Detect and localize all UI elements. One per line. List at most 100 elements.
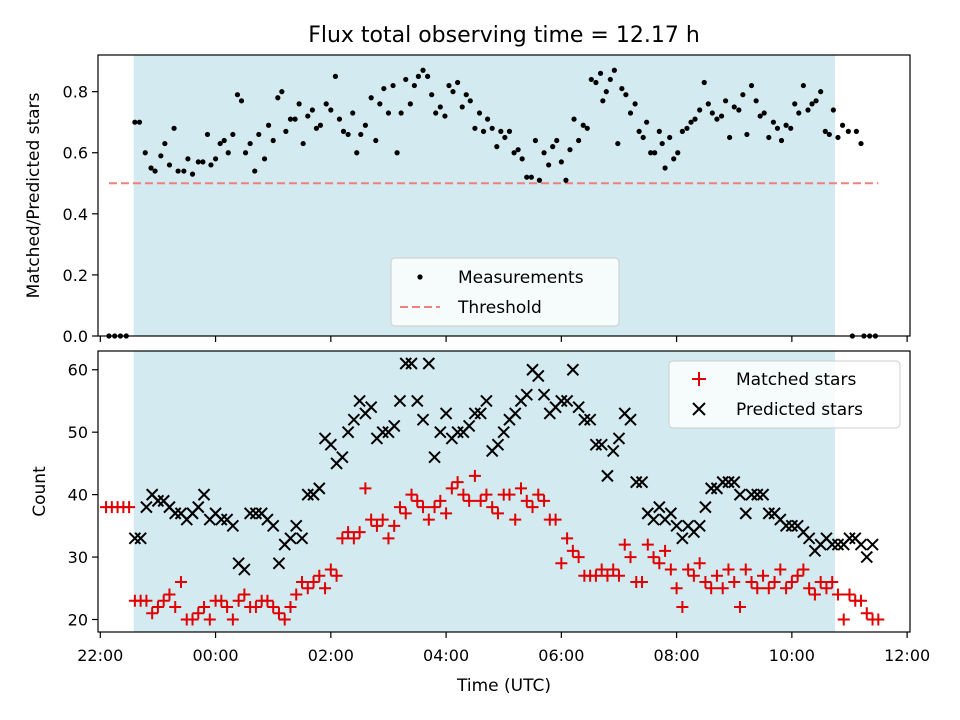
y-tick-label: 20 xyxy=(68,611,88,630)
x-tick-label: 22:00 xyxy=(77,646,123,665)
y-tick-label: 0.2 xyxy=(63,266,88,285)
measurement-point xyxy=(189,171,196,177)
matched-star-point xyxy=(486,501,499,514)
matched-star-point xyxy=(411,494,424,507)
matched-star-point xyxy=(509,513,522,526)
matched-star-point xyxy=(745,576,758,589)
measurement-point xyxy=(480,128,487,134)
ratio-legend: Measurements Threshold xyxy=(390,257,620,327)
measurement-point xyxy=(588,76,594,83)
measurement-point xyxy=(659,140,665,147)
matched-star-point xyxy=(676,601,689,614)
matched-star-point xyxy=(768,576,781,589)
measurement-point xyxy=(377,101,383,107)
measurement-point xyxy=(636,128,642,134)
measurement-point xyxy=(450,89,456,95)
measurement-point xyxy=(381,85,387,92)
measurement-point xyxy=(204,131,211,138)
matched-star-point xyxy=(774,563,787,576)
predicted-star-point xyxy=(347,413,361,426)
y-tick-label: 0.4 xyxy=(63,205,88,224)
predicted-star-point xyxy=(468,407,482,420)
measurement-point xyxy=(580,122,586,128)
matched-star-point xyxy=(526,501,539,514)
predicted-star-point xyxy=(474,407,487,420)
predicted-star-point xyxy=(399,357,412,370)
predicted-star-point xyxy=(341,425,355,439)
measurement-point xyxy=(705,101,711,107)
predicted-star-point xyxy=(572,400,585,414)
matched-star-point xyxy=(491,507,504,520)
matched-star-point xyxy=(267,601,280,614)
matched-star-point xyxy=(820,582,833,595)
predicted-star-point xyxy=(134,532,147,545)
matched-star-point xyxy=(808,588,821,601)
measurement-point xyxy=(390,82,396,89)
measurement-point xyxy=(623,92,629,98)
predicted-star-point xyxy=(128,532,142,545)
matched-star-point xyxy=(457,488,470,501)
matched-star-point xyxy=(872,613,885,626)
matched-star-point xyxy=(549,513,562,526)
matched-star-point xyxy=(561,532,574,545)
predicted-star-point xyxy=(336,450,349,464)
matched-star-point xyxy=(278,613,291,626)
measurement-point xyxy=(796,110,802,116)
measurement-point xyxy=(550,144,556,150)
legend-matched-label: Matched stars xyxy=(736,370,856,390)
legend-predicted-marker xyxy=(692,402,706,416)
measurement-point xyxy=(472,125,478,131)
measurement-point xyxy=(656,128,662,134)
predicted-star-point xyxy=(756,488,770,501)
predicted-star-point xyxy=(462,419,476,433)
predicted-star-point xyxy=(630,475,643,489)
matched-star-point xyxy=(140,594,153,607)
measurement-point xyxy=(648,150,654,156)
matched-star-point xyxy=(814,576,827,589)
measurement-point xyxy=(433,110,439,116)
measurement-point xyxy=(455,79,461,86)
matched-star-point xyxy=(687,569,700,582)
predicted-star-point xyxy=(785,519,799,533)
measurement-point xyxy=(502,134,508,141)
ratio-legend-box xyxy=(390,257,620,327)
predicted-star-point xyxy=(197,488,211,501)
matched-star-point xyxy=(480,488,493,501)
legend-matched-marker xyxy=(692,372,706,386)
predicted-star-point xyxy=(353,394,366,408)
measurement-point xyxy=(373,137,379,144)
measurement-point xyxy=(358,131,364,138)
matched-star-point xyxy=(301,582,314,595)
measurement-point xyxy=(148,165,154,171)
matched-star-point xyxy=(221,601,234,614)
measurement-point xyxy=(853,128,860,134)
predicted-star-point xyxy=(601,469,614,483)
predicted-star-point xyxy=(520,388,533,401)
matched-star-point xyxy=(653,557,666,570)
measurement-points xyxy=(106,67,879,339)
matched-star-point xyxy=(336,532,349,545)
y-tick-label: 0.8 xyxy=(63,83,88,102)
matched-star-point xyxy=(595,563,608,576)
measurement-point xyxy=(826,131,832,138)
matched-star-point xyxy=(474,494,487,507)
predicted-star-point xyxy=(704,482,718,495)
measurement-point xyxy=(345,131,351,138)
measurement-point xyxy=(679,128,685,134)
matched-star-point xyxy=(555,557,568,570)
x-tick-label: 08:00 xyxy=(654,646,700,665)
measurement-point xyxy=(506,128,513,134)
predicted-star-point xyxy=(560,394,574,408)
matched-star-point xyxy=(440,507,453,520)
predicted-star-point xyxy=(428,450,441,464)
matched-star-point xyxy=(169,601,182,614)
predicted-star-point xyxy=(664,507,678,520)
matched-star-point xyxy=(198,601,211,614)
measurement-point xyxy=(494,144,500,150)
matched-star-point xyxy=(405,488,418,501)
predicted-star-point xyxy=(612,432,626,445)
measurement-point xyxy=(627,110,634,116)
measurement-point xyxy=(697,107,703,113)
measurement-point xyxy=(830,107,836,113)
measurement-point xyxy=(532,137,539,144)
